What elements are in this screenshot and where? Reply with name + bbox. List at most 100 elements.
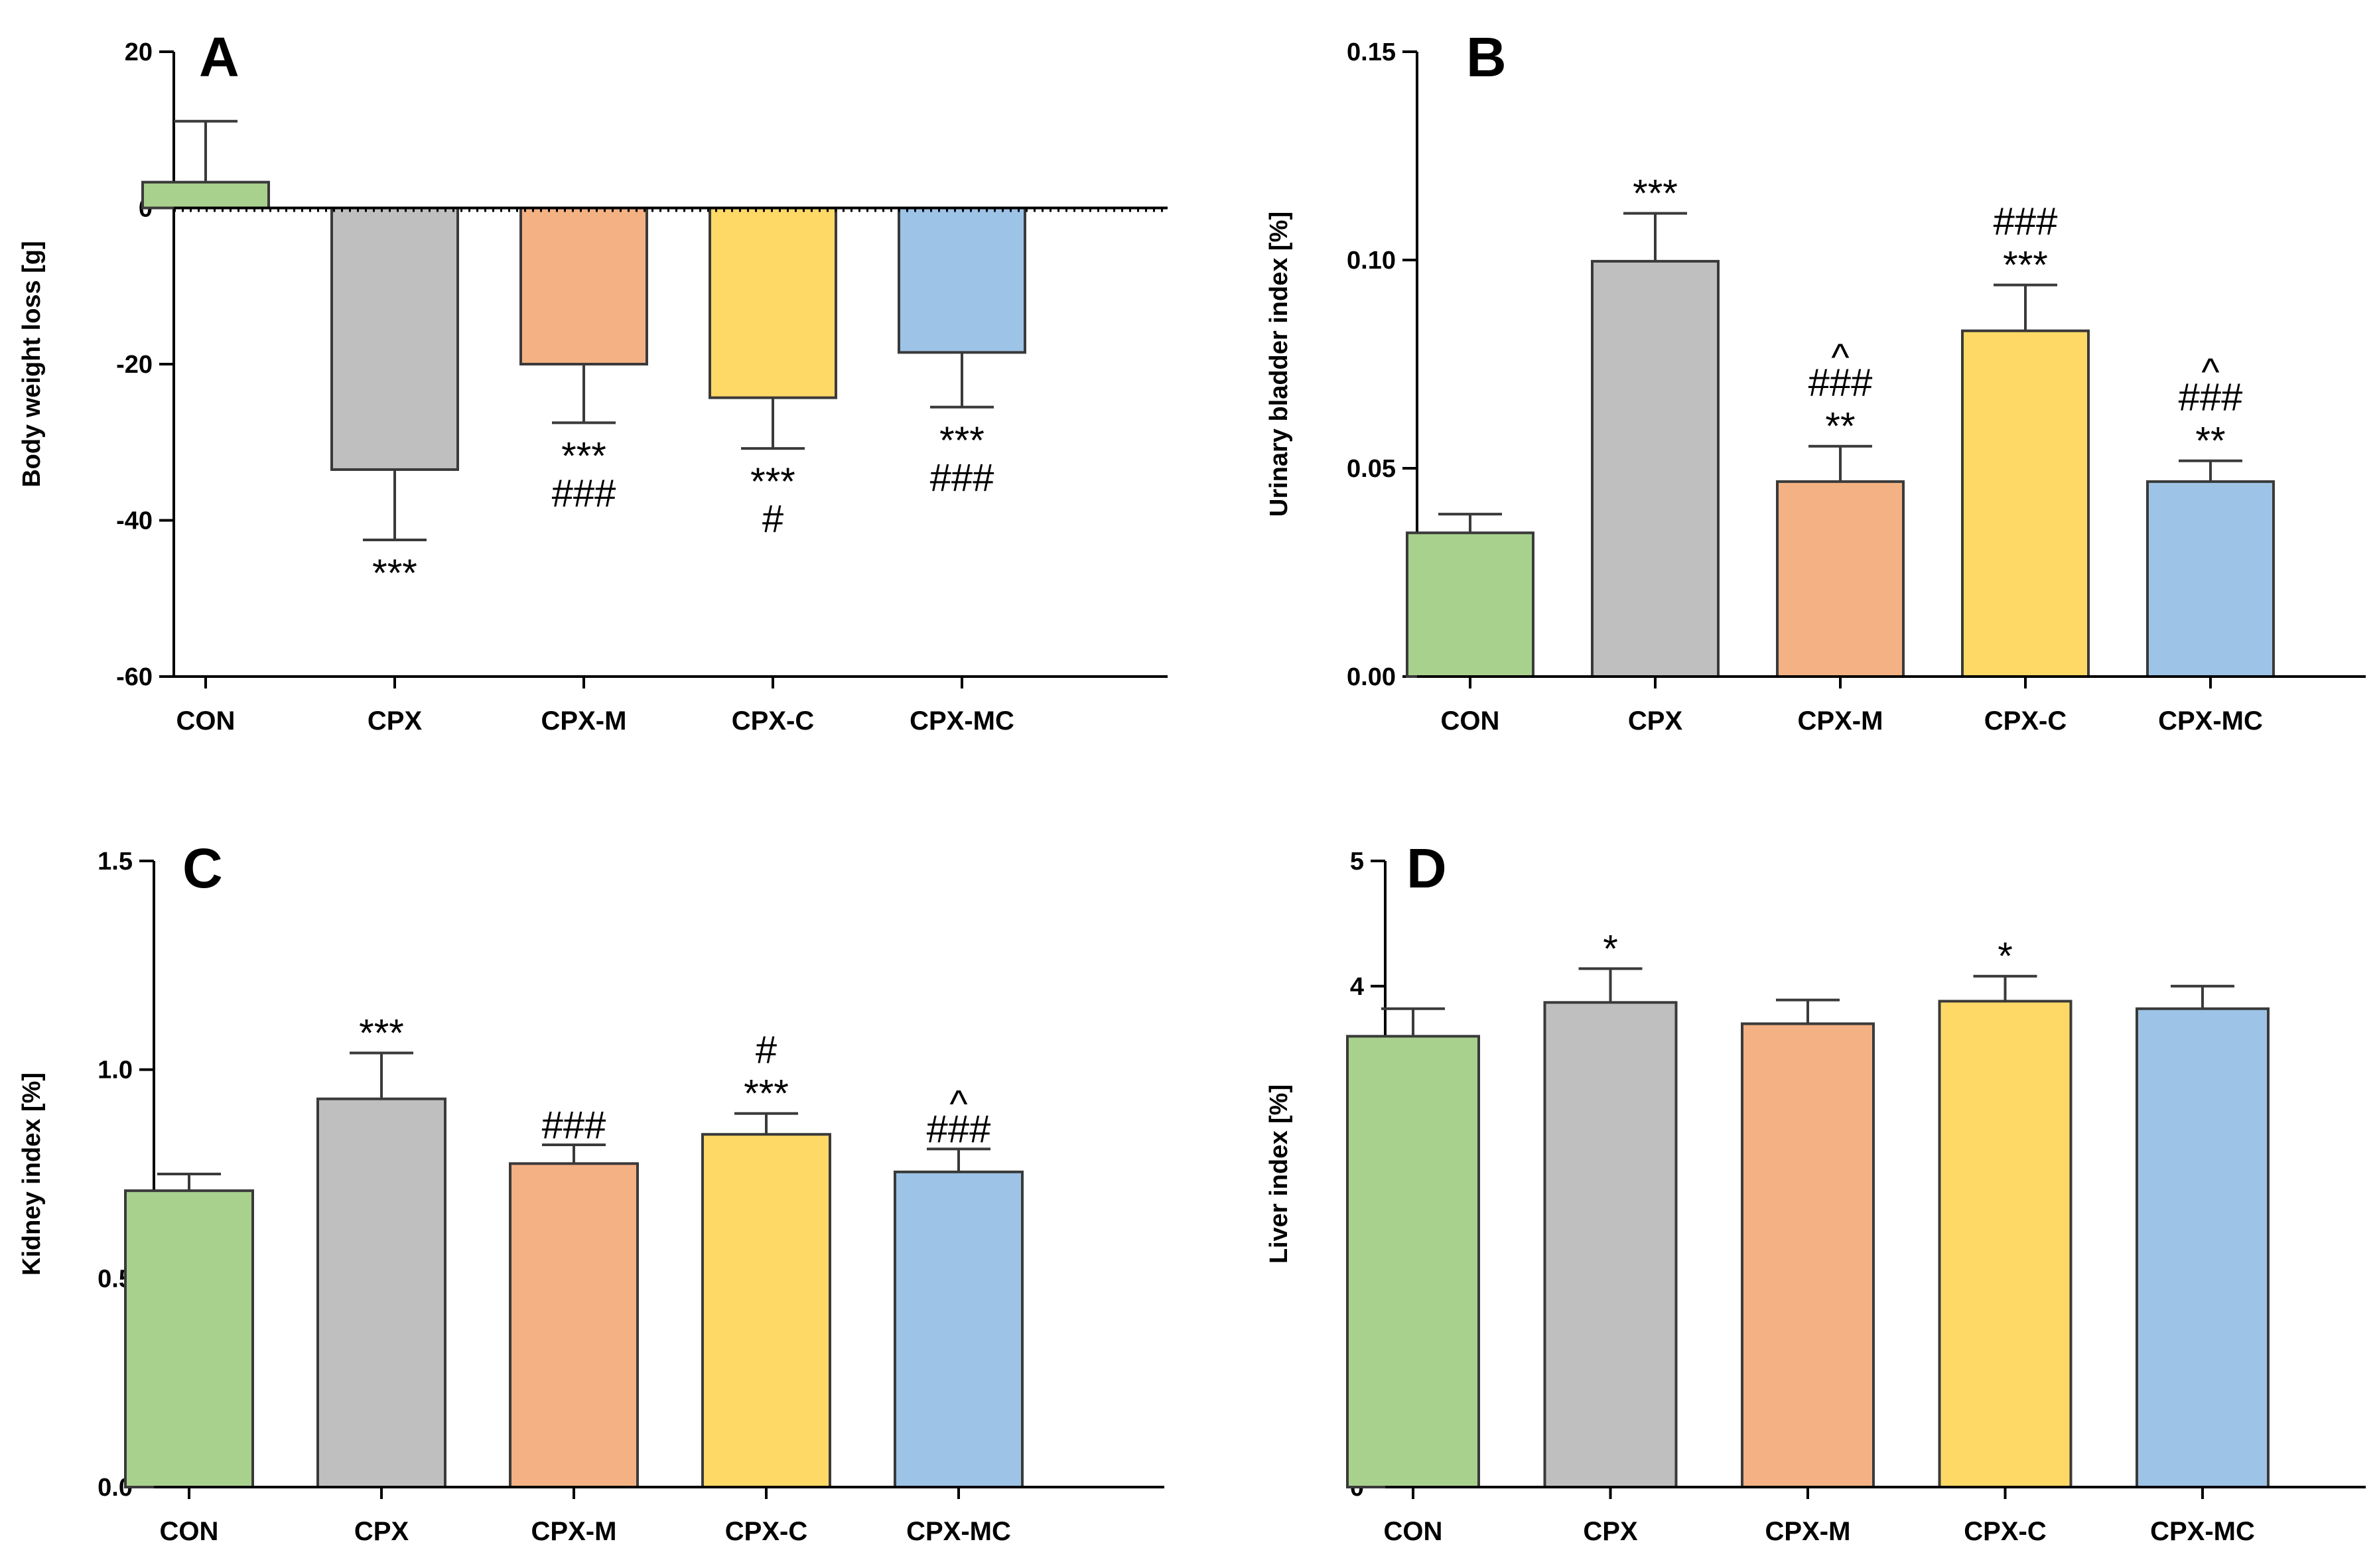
- significance-label: ***: [561, 434, 606, 478]
- x-category-label: CPX-C: [725, 1517, 807, 1546]
- significance-label: ***: [750, 460, 795, 503]
- error-bar-cpx-m: [552, 364, 616, 425]
- x-category-label: CPX: [368, 706, 423, 736]
- bar-cpx-mc: [898, 206, 1026, 354]
- bar-cpx: [330, 206, 459, 471]
- significance-label: **: [1825, 405, 1855, 448]
- error-bar-cpx: [1623, 212, 1687, 261]
- significance-label: ###: [927, 1108, 991, 1151]
- panel-letter: D: [1406, 837, 1447, 899]
- error-bar-con: [1381, 1007, 1445, 1037]
- significance-label: ***: [2003, 244, 2048, 287]
- error-bar-cpx-c: [1973, 974, 2037, 1002]
- significance-label: ***: [359, 1012, 404, 1055]
- bar-cpx-m: [1776, 480, 1905, 678]
- panel-letter: A: [199, 26, 239, 88]
- x-category-label: CPX-M: [1765, 1517, 1851, 1546]
- significance-label: #: [756, 1029, 777, 1072]
- y-tick-label: -20: [116, 351, 153, 379]
- x-category-label: CPX: [354, 1517, 409, 1546]
- error-bar-cpx-mc: [930, 352, 994, 409]
- y-tick-label: 0.10: [1347, 247, 1396, 275]
- bar-cpx: [1543, 1001, 1678, 1488]
- bar-con: [124, 1189, 254, 1488]
- bar-cpx: [1591, 259, 1720, 679]
- bar-cpx-c: [701, 1133, 831, 1489]
- bar-cpx-mc: [2146, 480, 2275, 678]
- bar-con: [141, 180, 270, 210]
- significance-label: ^: [2201, 351, 2219, 394]
- significance-label: ***: [939, 419, 985, 462]
- x-category-label: CPX-MC: [2150, 1517, 2255, 1546]
- y-tick-label: -60: [116, 663, 153, 691]
- chart-panel-d: D543210Liver index [%]CON*CPXCPX-M*CPX-C…: [1265, 837, 2366, 1546]
- panel-letter: C: [182, 837, 223, 899]
- y-tick-label: 0.05: [1347, 455, 1396, 483]
- error-bar-cpx-c: [1994, 283, 2057, 331]
- error-bar-cpx-mc: [2179, 459, 2242, 482]
- error-bar-cpx: [1578, 967, 1643, 1003]
- x-category-label: CPX-M: [1798, 706, 1883, 736]
- significance-label: ***: [372, 552, 417, 595]
- x-category-label: CPX-M: [541, 706, 627, 736]
- significance-label: ***: [744, 1073, 789, 1116]
- significance-label: *: [1998, 935, 2013, 978]
- bar-con: [1406, 531, 1534, 679]
- bar-cpx-c: [1938, 1000, 2073, 1489]
- significance-label: ^: [1831, 336, 1849, 379]
- error-bar-cpx: [350, 1051, 413, 1099]
- error-bar-cpx-m: [1776, 998, 1840, 1024]
- bar-cpx-m: [509, 1162, 639, 1489]
- x-category-label: CPX-MC: [2158, 706, 2263, 736]
- significance-label: ###: [2179, 376, 2243, 419]
- y-axis-label: Urinary bladder index [%]: [1265, 212, 1293, 517]
- x-category-label: CPX: [1628, 706, 1683, 736]
- bar-cpx-m: [1741, 1022, 1875, 1488]
- bar-cpx-c: [1961, 329, 2090, 678]
- error-bar-cpx-c: [734, 1112, 798, 1135]
- y-axis-label: Kidney index [%]: [18, 1073, 46, 1275]
- y-tick-label: 0.00: [1347, 663, 1396, 691]
- x-category-label: CPX: [1583, 1517, 1638, 1546]
- x-category-label: CON: [1441, 706, 1500, 736]
- x-category-label: CPX-C: [732, 706, 814, 736]
- x-category-label: CON: [1384, 1517, 1443, 1546]
- x-category-label: CON: [176, 706, 236, 736]
- x-category-label: CPX-MC: [906, 1517, 1011, 1546]
- x-category-label: CPX-MC: [910, 706, 1014, 736]
- y-tick-label: 20: [125, 38, 153, 66]
- error-bar-cpx: [363, 469, 427, 541]
- error-bar-cpx-mc: [927, 1147, 990, 1172]
- error-bar-con: [1438, 513, 1502, 533]
- bar-cpx-c: [709, 206, 837, 399]
- y-axis-label: Body weight loss [g]: [18, 241, 46, 488]
- y-tick-label: 4: [1350, 973, 1364, 1001]
- significance-label: ###: [552, 472, 616, 515]
- significance-label: *: [1603, 927, 1618, 970]
- x-category-label: CPX-C: [1964, 1517, 2046, 1546]
- bar-cpx: [316, 1097, 446, 1488]
- significance-label: ###: [1808, 361, 1873, 405]
- significance-label: ###: [1994, 200, 2058, 243]
- bar-cpx-mc: [2136, 1007, 2270, 1489]
- error-bar-cpx-m: [1808, 444, 1872, 482]
- y-axis-label: Liver index [%]: [1265, 1084, 1293, 1264]
- y-tick-label: 1.0: [98, 1057, 133, 1084]
- significance-label: **: [2195, 420, 2225, 463]
- significance-label: ###: [930, 456, 994, 499]
- y-tick-label: 5: [1350, 848, 1364, 876]
- significance-label: #: [762, 497, 783, 541]
- significance-label: ###: [542, 1104, 606, 1147]
- bar-con: [1346, 1035, 1480, 1488]
- error-bar-cpx-m: [542, 1143, 606, 1164]
- x-category-label: CPX-C: [1984, 706, 2067, 736]
- error-bar-con: [174, 119, 238, 182]
- chart-panel-b: B 0.15 0.10 0.05 0.00 Urinary bladder index […: [1265, 26, 2366, 736]
- error-bar-cpx-mc: [2171, 984, 2234, 1009]
- bar-cpx-m: [519, 206, 648, 365]
- x-category-label: CPX-M: [531, 1517, 617, 1546]
- y-tick-label: -40: [116, 507, 153, 535]
